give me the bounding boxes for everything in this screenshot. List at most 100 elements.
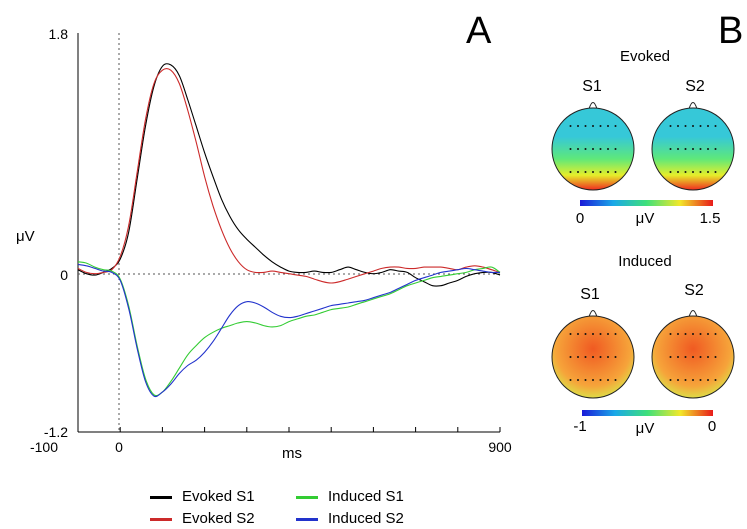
electrode-dot (614, 171, 617, 173)
x-axis-label: ms (282, 445, 302, 462)
erp-line-chart: 1.8 0 -1.2 -100 0 900 ms μV (16, 26, 512, 462)
induced-head-label-s2: S2 (684, 282, 704, 299)
electrode-dot (677, 356, 679, 358)
electrode-dot (677, 333, 679, 335)
evoked-head-label-s2: S2 (685, 78, 705, 95)
electrode-dot (577, 356, 579, 358)
nose-mark (688, 102, 698, 110)
series-line-evoked-s1 (77, 63, 501, 287)
legend-label: Induced S1 (328, 488, 404, 505)
electrode-dot (607, 171, 609, 173)
legend-swatch (150, 517, 172, 521)
legend-item-evoked-s2: Evoked S2 (150, 510, 255, 527)
x-minor-ticks (77, 427, 501, 432)
electrode-dot (707, 333, 709, 335)
induced-colorbar-max: 0 (707, 418, 717, 435)
electrode-dot (577, 148, 579, 150)
electrode-dot (592, 125, 594, 127)
electrode-dot (577, 171, 579, 173)
electrode-dot (592, 171, 594, 173)
electrode-dot (684, 356, 687, 358)
y-tick-label-top: 1.8 (49, 26, 69, 42)
heads-layer (551, 102, 735, 399)
electrode-dot (607, 356, 609, 358)
electrode-dot (614, 356, 617, 358)
electrode-dot (592, 148, 594, 150)
panel-label-b: B (718, 10, 744, 52)
legend-swatch (296, 495, 318, 499)
electrode-dot (599, 356, 602, 358)
electrode-dot (707, 171, 709, 173)
electrode-dot (707, 148, 709, 150)
electrode-dot (614, 379, 617, 381)
electrode-dot (677, 379, 679, 381)
y-axis-label: μV (16, 228, 35, 245)
legend-label: Evoked S1 (182, 488, 255, 505)
legend-swatch (150, 495, 172, 499)
electrode-dot (669, 125, 672, 127)
electrode-dot (699, 148, 702, 150)
electrode-dot (614, 125, 617, 127)
electrode-dot (677, 148, 679, 150)
electrode-dot (714, 125, 717, 127)
legend-item-evoked-s1: Evoked S1 (150, 488, 255, 505)
evoked-colorbar (580, 200, 713, 206)
electrode-dot (699, 333, 702, 335)
electrode-dot (692, 379, 694, 381)
evoked-head-label-s1: S1 (582, 78, 602, 95)
electrode-dot (692, 148, 694, 150)
electrode-dot (707, 356, 709, 358)
evoked-colorbar-min: 0 (575, 210, 585, 227)
electrode-dot (692, 125, 694, 127)
electrode-dot (669, 379, 672, 381)
electrode-dot (584, 356, 587, 358)
series-line-induced-s2 (77, 263, 501, 398)
x-tick-label-start: -100 (30, 439, 58, 455)
series-line-induced-s1 (77, 261, 501, 397)
evoked-colorbar-unit: μV (635, 210, 655, 227)
electrode-dot (699, 125, 702, 127)
electrode-dot (569, 379, 572, 381)
electrode-dot (699, 379, 702, 381)
electrode-dot (614, 148, 617, 150)
electrode-dot (614, 333, 617, 335)
electrode-dot (592, 379, 594, 381)
electrode-dot (714, 148, 717, 150)
legend-item-induced-s1: Induced S1 (296, 488, 404, 505)
electrode-dot (599, 171, 602, 173)
induced-colorbar-unit: μV (635, 420, 655, 437)
electrode-dot (577, 379, 579, 381)
electrode-dot (577, 333, 579, 335)
induced-head-label-s1: S1 (580, 286, 600, 303)
electrode-dot (599, 333, 602, 335)
electrode-dot (684, 125, 687, 127)
electrode-dot (684, 171, 687, 173)
panel-label-a: A (466, 10, 492, 52)
electrode-dot (692, 356, 694, 358)
y-tick-label-zero: 0 (60, 267, 68, 283)
electrode-dot (677, 125, 679, 127)
electrode-dot (669, 333, 672, 335)
electrode-dot (684, 148, 687, 150)
electrode-dot (584, 333, 587, 335)
electrode-dot (569, 125, 572, 127)
electrode-dot (684, 333, 687, 335)
electrode-dot (584, 148, 587, 150)
evoked-head-s2 (651, 102, 735, 191)
induced-head-s1 (551, 310, 635, 399)
electrode-dot (714, 356, 717, 358)
electrode-dot (677, 171, 679, 173)
electrode-dot (692, 171, 694, 173)
induced-colorbar-min: -1 (573, 418, 587, 435)
legend-label: Induced S2 (328, 510, 404, 527)
legend-item-induced-s2: Induced S2 (296, 510, 404, 527)
legend-swatch (296, 517, 318, 521)
y-tick-label-bottom: -1.2 (44, 424, 68, 440)
electrode-dot (584, 379, 587, 381)
series-layer (77, 63, 501, 398)
electrode-dot (714, 333, 717, 335)
electrode-dot (607, 148, 609, 150)
electrode-dot (569, 148, 572, 150)
electrode-dot (592, 333, 594, 335)
